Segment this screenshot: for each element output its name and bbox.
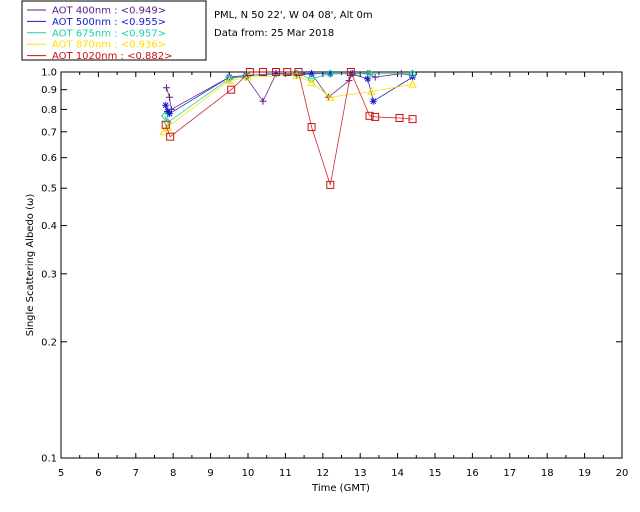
data-point bbox=[326, 180, 335, 189]
data-point bbox=[243, 71, 253, 80]
data-point bbox=[283, 68, 292, 76]
data-point bbox=[259, 97, 267, 105]
data-point bbox=[346, 68, 355, 76]
y-axis: 0.1 0.2 0.3 0.4 0.5 0.6 0.7 0.8 0.9 1.0 bbox=[41, 68, 622, 465]
data-point bbox=[165, 110, 173, 118]
y-axis-label: Single Scattering Albedo (ω) bbox=[25, 194, 36, 337]
data-point bbox=[367, 86, 376, 96]
chart-title-line-2: Data from: 25 Mar 2018 bbox=[214, 28, 334, 39]
x-axis-label: Time (GMT) bbox=[311, 483, 370, 494]
data-point bbox=[395, 114, 404, 123]
x-axis: 5 6 7 8 9 10 11 12 13 14 15 16 17 18 19 20 bbox=[58, 72, 629, 479]
x-tick-label: 18 bbox=[541, 468, 554, 479]
legend-box bbox=[21, 0, 207, 61]
y-tick-label: 0.7 bbox=[41, 127, 57, 138]
data-point bbox=[159, 127, 169, 136]
chart-title-line-1: PML, N 50 22', W 04 08', Alt 0m bbox=[214, 10, 373, 21]
series-line bbox=[165, 70, 413, 186]
x-tick-label: 9 bbox=[207, 468, 213, 479]
data-point bbox=[272, 68, 281, 76]
data-point bbox=[371, 73, 379, 81]
data-point bbox=[294, 68, 303, 76]
data-point bbox=[408, 115, 417, 124]
series-aot-870nm bbox=[159, 70, 417, 136]
series-line bbox=[164, 73, 413, 124]
data-point bbox=[307, 123, 316, 132]
data-point bbox=[258, 68, 267, 76]
plot-area bbox=[60, 71, 623, 459]
data-point bbox=[227, 85, 236, 94]
data-point bbox=[308, 70, 316, 78]
legend-entry: AOT 400nm : <0.949> bbox=[52, 6, 166, 17]
data-point bbox=[225, 74, 234, 84]
x-tick-label: 13 bbox=[354, 468, 367, 479]
data-point bbox=[243, 72, 253, 81]
data-point bbox=[161, 120, 170, 129]
y-tick-label: 0.2 bbox=[41, 337, 57, 348]
y-tick-label: 0.9 bbox=[41, 85, 57, 96]
series-aot-1020nm bbox=[161, 68, 417, 189]
series-aot-400nm bbox=[162, 70, 417, 113]
data-point bbox=[160, 111, 170, 121]
x-tick-label: 7 bbox=[133, 468, 139, 479]
x-tick-label: 12 bbox=[316, 468, 329, 479]
x-tick-label: 10 bbox=[242, 468, 255, 479]
data-point bbox=[162, 101, 170, 109]
legend-entry: AOT 500nm : <0.955> bbox=[52, 17, 166, 28]
x-tick-label: 8 bbox=[170, 468, 176, 479]
x-tick-label: 11 bbox=[279, 468, 292, 479]
x-tick-label: 14 bbox=[391, 468, 404, 479]
data-point bbox=[371, 112, 380, 121]
x-tick-label: 15 bbox=[429, 468, 442, 479]
y-tick-label: 0.8 bbox=[41, 105, 57, 116]
data-point bbox=[224, 76, 234, 85]
data-point bbox=[245, 68, 254, 76]
data-point bbox=[326, 69, 335, 78]
x-tick-label: 20 bbox=[616, 468, 629, 479]
y-tick-label: 0.1 bbox=[41, 454, 57, 465]
data-series bbox=[159, 68, 417, 189]
data-point bbox=[365, 69, 374, 78]
data-point bbox=[166, 132, 175, 141]
y-tick-label: 1.0 bbox=[41, 68, 57, 79]
data-point bbox=[408, 69, 417, 78]
legend: AOT 400nm : <0.949>AOT 500nm : <0.955>AO… bbox=[21, 0, 207, 62]
y-tick-label: 0.4 bbox=[41, 221, 57, 232]
x-tick-label: 19 bbox=[578, 468, 591, 479]
series-line bbox=[166, 73, 413, 111]
data-point bbox=[364, 75, 372, 83]
y-tick-label: 0.5 bbox=[41, 184, 57, 195]
data-point bbox=[307, 77, 316, 86]
legend-entry: AOT 675nm : <0.957> bbox=[52, 28, 166, 39]
data-point bbox=[325, 92, 335, 101]
data-point bbox=[369, 97, 377, 105]
y-tick-label: 0.6 bbox=[41, 153, 57, 164]
legend-entry: AOT 1020nm : <0.882> bbox=[52, 51, 172, 62]
data-point bbox=[365, 111, 374, 120]
data-point bbox=[165, 93, 173, 101]
legend-entry: AOT 870nm : <0.936> bbox=[52, 40, 166, 51]
y-tick-label: 0.3 bbox=[41, 269, 57, 280]
data-point bbox=[162, 84, 170, 92]
x-tick-label: 5 bbox=[58, 468, 64, 479]
x-tick-label: 16 bbox=[466, 468, 479, 479]
data-point bbox=[272, 70, 280, 78]
x-tick-label: 6 bbox=[95, 468, 101, 479]
data-point bbox=[408, 79, 417, 88]
x-tick-label: 17 bbox=[503, 468, 516, 479]
